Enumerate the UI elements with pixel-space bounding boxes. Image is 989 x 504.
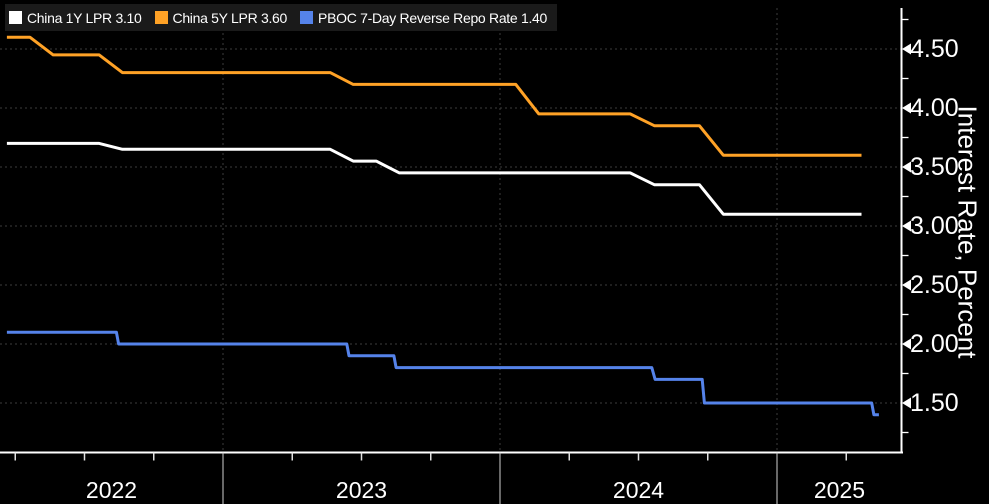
y-tick-arrow-icon [902,102,911,114]
legend-swatch-icon [9,11,22,24]
x-year-label: 2022 [85,477,138,503]
y-tick-label: 2.00 [910,330,959,358]
legend-item-china-1y-lpr[interactable]: China 1Y LPR 3.10 [9,10,142,26]
legend-item-pboc-7-day-reverse-repo-rate[interactable]: PBOC 7-Day Reverse Repo Rate 1.40 [300,10,547,26]
x-year-label: 2023 [335,477,388,503]
y-tick-label: 4.00 [910,94,959,122]
y-tick-arrow-icon [902,397,911,409]
y-tick-arrow-icon [902,220,911,232]
series-line-china-5y-lpr[interactable] [6,35,862,157]
y-tick-label: 2.50 [910,271,959,299]
y-tick-arrow-icon [902,161,911,173]
x-year-label: 2024 [612,477,665,503]
y-tick-label: 3.00 [910,212,959,240]
legend-item-china-5y-lpr[interactable]: China 5Y LPR 3.60 [154,9,288,26]
y-tick-label: 3.50 [910,153,959,181]
series-line-pboc-7-day-reverse-repo-rate[interactable] [6,330,879,417]
legend-item-label: China 1Y LPR 3.10 [27,9,142,26]
x-year-label: 2025 [813,477,866,503]
legend-swatch-icon [300,11,314,24]
legend-swatch-icon [154,11,168,24]
y-tick-arrow-icon [902,43,911,55]
y-tick-label: 1.50 [910,389,959,417]
legend-item-label: PBOC 7-Day Reverse Repo Rate 1.40 [318,9,548,26]
legend: China 1Y LPR 3.10 China 5Y LPR 3.60 PBOC 7… [5,4,558,31]
legend-item-label: China 5Y LPR 3.60 [172,9,288,26]
y-tick-label: 4.50 [910,35,959,63]
y-tick-arrow-icon [902,338,911,350]
y-tick-arrow-icon [902,279,911,291]
series-line-china-1y-lpr[interactable] [6,141,862,216]
